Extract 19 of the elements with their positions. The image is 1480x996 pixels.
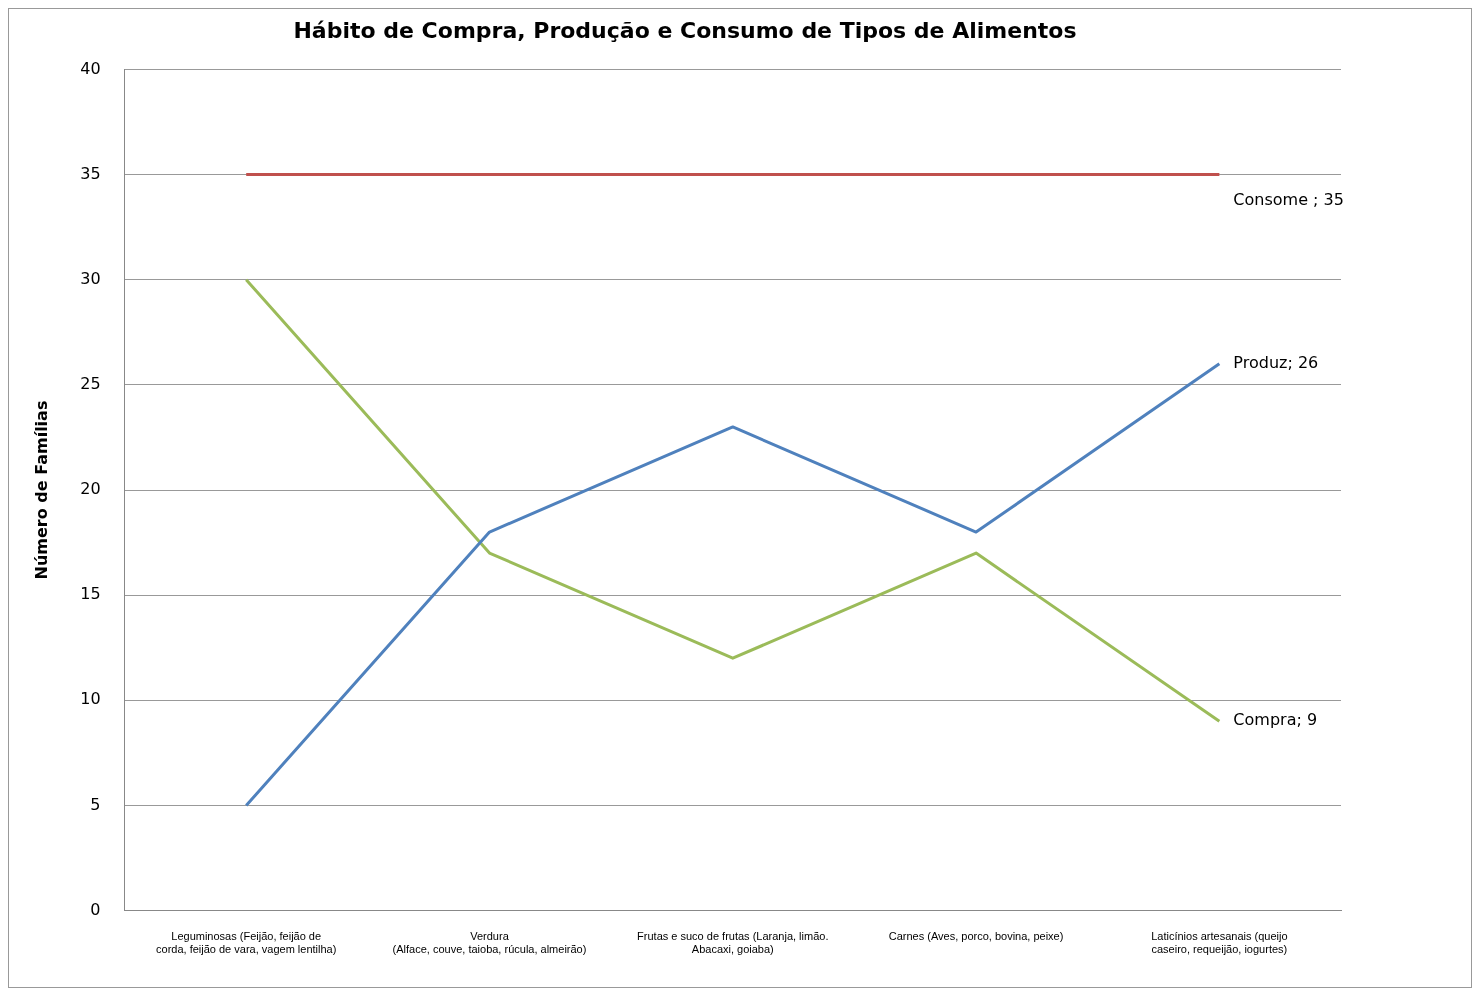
y-tick-label: 0 [90, 899, 101, 919]
x-tick-label: Frutas e suco de frutas (Laranja, limão. Abacaxi, goiaba) [637, 930, 829, 956]
y-tick-label: 30 [80, 268, 101, 288]
x-tick-label: Verdura (Alface, couve, taioba, rúcula, almeirão) [392, 930, 587, 956]
x-tick-label: Laticínios artesanais (queijo caseiro, requeijão, iogurtes) [1151, 930, 1288, 956]
y-tick-label: 40 [80, 58, 101, 78]
y-tick-label: 15 [80, 584, 101, 604]
x-tick-label: Leguminosas (Feijão, feijão de corda, feijão de vara, vagem lentilha) [156, 930, 337, 956]
text: Consome ; 35 [1233, 189, 1344, 209]
text: Produz; 26 [1233, 352, 1319, 372]
text: Compra; 9 [1233, 710, 1318, 730]
y-tick-label: 20 [80, 479, 101, 499]
y-tick-label: 5 [90, 794, 101, 814]
y-axis-title: Número de Famílias [31, 400, 51, 580]
y-tick-label: 10 [80, 689, 101, 709]
y-tick-label: 35 [80, 163, 101, 183]
y-tick-label: 25 [80, 374, 101, 394]
x-tick-label: Carnes (Aves, porco, bovina, peixe) [888, 930, 1064, 943]
chart-title: Hábito de Compra, Produção e Consumo de Tipos de Alimentos [293, 17, 1077, 43]
